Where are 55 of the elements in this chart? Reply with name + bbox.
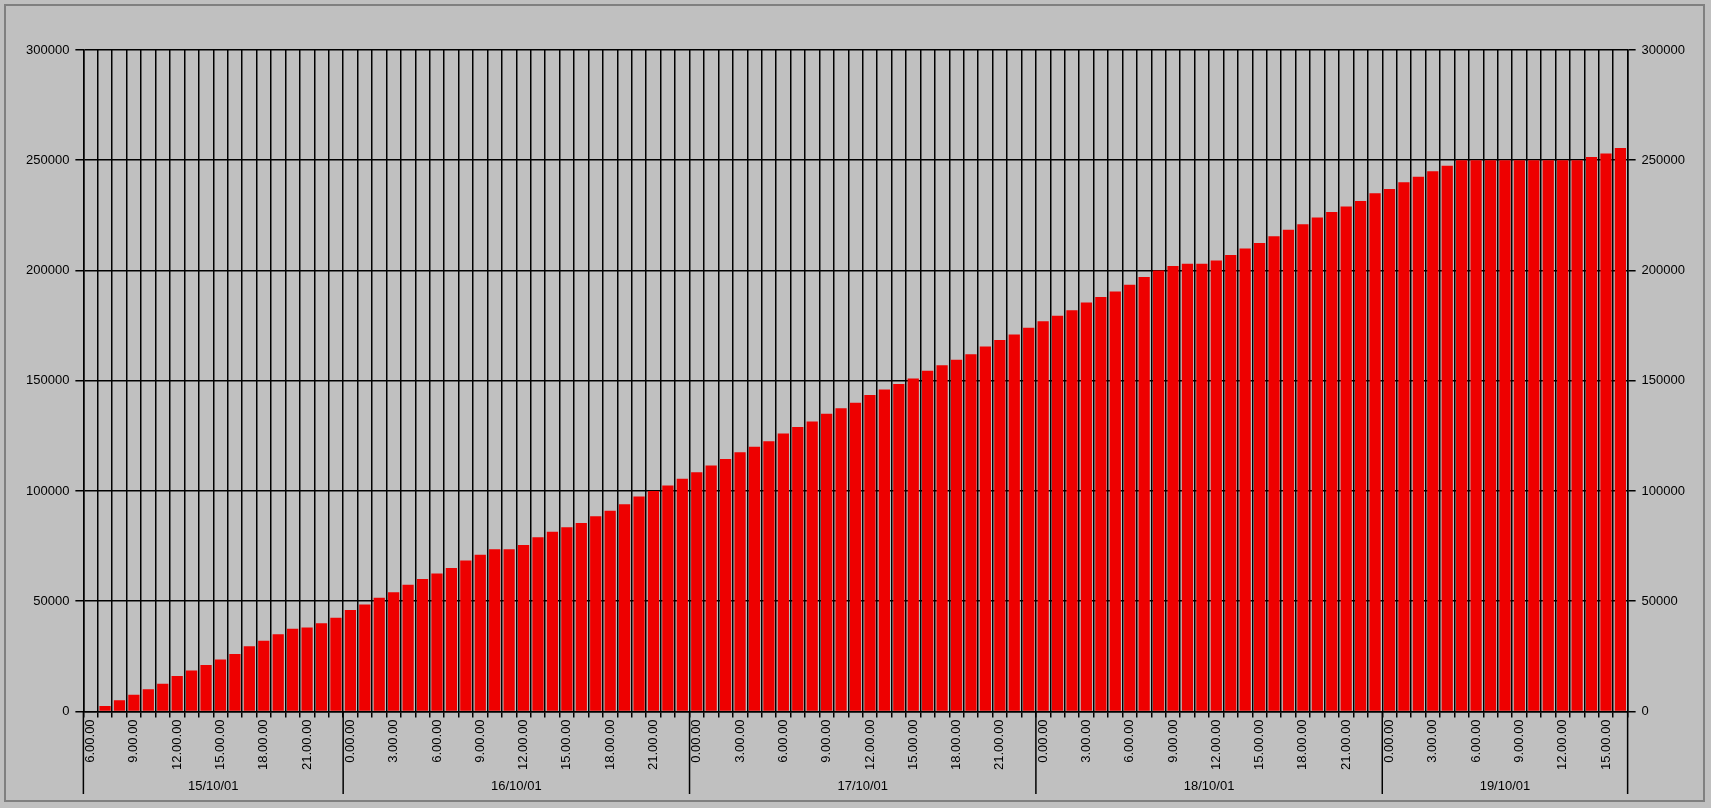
x-tick-label: 18.00.00: [948, 719, 964, 771]
x-tick-label: 9.00.00: [1510, 719, 1526, 763]
x-tick-label: 12.00.00: [515, 719, 531, 771]
x-tick-label: 0.00.00: [341, 719, 357, 763]
x-tick-label: 18.00.00: [255, 719, 271, 771]
x-tick-label: 18.00.00: [601, 719, 617, 771]
x-tick-label: 3.00.00: [1077, 719, 1093, 763]
x-tick-label: 0.00.00: [1381, 719, 1397, 763]
y2-tick-label: 0: [1641, 702, 1649, 718]
y-tick-label: 300000: [25, 41, 70, 57]
x-tick-label: 6.00.00: [428, 719, 444, 763]
y2-tick-label: 100000: [1641, 482, 1686, 498]
y2-tick-label: 50000: [1641, 592, 1678, 608]
x-tick-label: 0.00.00: [1034, 719, 1050, 763]
y2-tick-label: 300000: [1641, 41, 1686, 57]
text: 16/10/01: [491, 777, 542, 793]
y-tick-label: 200000: [25, 262, 70, 278]
x-tick-label: 6.00.00: [774, 719, 790, 763]
x-tick-label: 9.00.00: [471, 719, 487, 763]
x-tick-label: 21.00.00: [1337, 719, 1353, 771]
x-tick-label: 15.00.00: [1597, 719, 1613, 771]
x-tick-label: 21.00.00: [991, 719, 1007, 771]
text: 19/10/01: [1479, 777, 1531, 793]
x-tick-label: 12.00.00: [1554, 719, 1570, 771]
x-tick-label: 3.00.00: [1424, 719, 1440, 763]
y2-tick-label: 150000: [1641, 372, 1686, 388]
y-tick-label: 100000: [25, 482, 70, 498]
x-tick-label: 12.00.00: [168, 719, 184, 771]
x-tick-label: 0.00.00: [688, 719, 704, 763]
text: 15/10/01: [187, 777, 239, 793]
x-tick-label: 6.00.00: [82, 719, 98, 763]
y-tick-label: 0: [62, 702, 70, 718]
x-tick-label: 15.00.00: [904, 719, 920, 771]
x-tick-label: 9.00.00: [125, 719, 141, 763]
x-tick-label: 15.00.00: [1251, 719, 1267, 771]
x-tick-label: 12.00.00: [1207, 719, 1223, 771]
x-tick-label: 9.00.00: [1164, 719, 1180, 763]
x-tick-label: 12.00.00: [861, 719, 877, 771]
x-tick-label: 3.00.00: [731, 719, 747, 763]
x-tick-label: 6.00.00: [1121, 719, 1137, 763]
y2-tick-label: 200000: [1641, 262, 1686, 278]
text: 18/10/01: [1183, 777, 1235, 793]
x-tick-label: 21.00.00: [298, 719, 314, 771]
x-tick-label: 18.00.00: [1294, 719, 1310, 771]
x-tick-label: 6.00.00: [1467, 719, 1483, 763]
y-tick-label: 250000: [25, 151, 70, 167]
x-tick-label: 9.00.00: [818, 719, 834, 763]
y-tick-label: 150000: [25, 372, 70, 388]
x-tick-label: 15.00.00: [212, 719, 228, 771]
x-tick-label: 21.00.00: [645, 719, 661, 771]
x-tick-label: 15.00.00: [558, 719, 574, 771]
y2-tick-label: 250000: [1641, 151, 1686, 167]
x-tick-label: 3.00.00: [385, 719, 401, 763]
text: 17/10/01: [837, 777, 889, 793]
y-tick-label: 50000: [33, 592, 70, 608]
